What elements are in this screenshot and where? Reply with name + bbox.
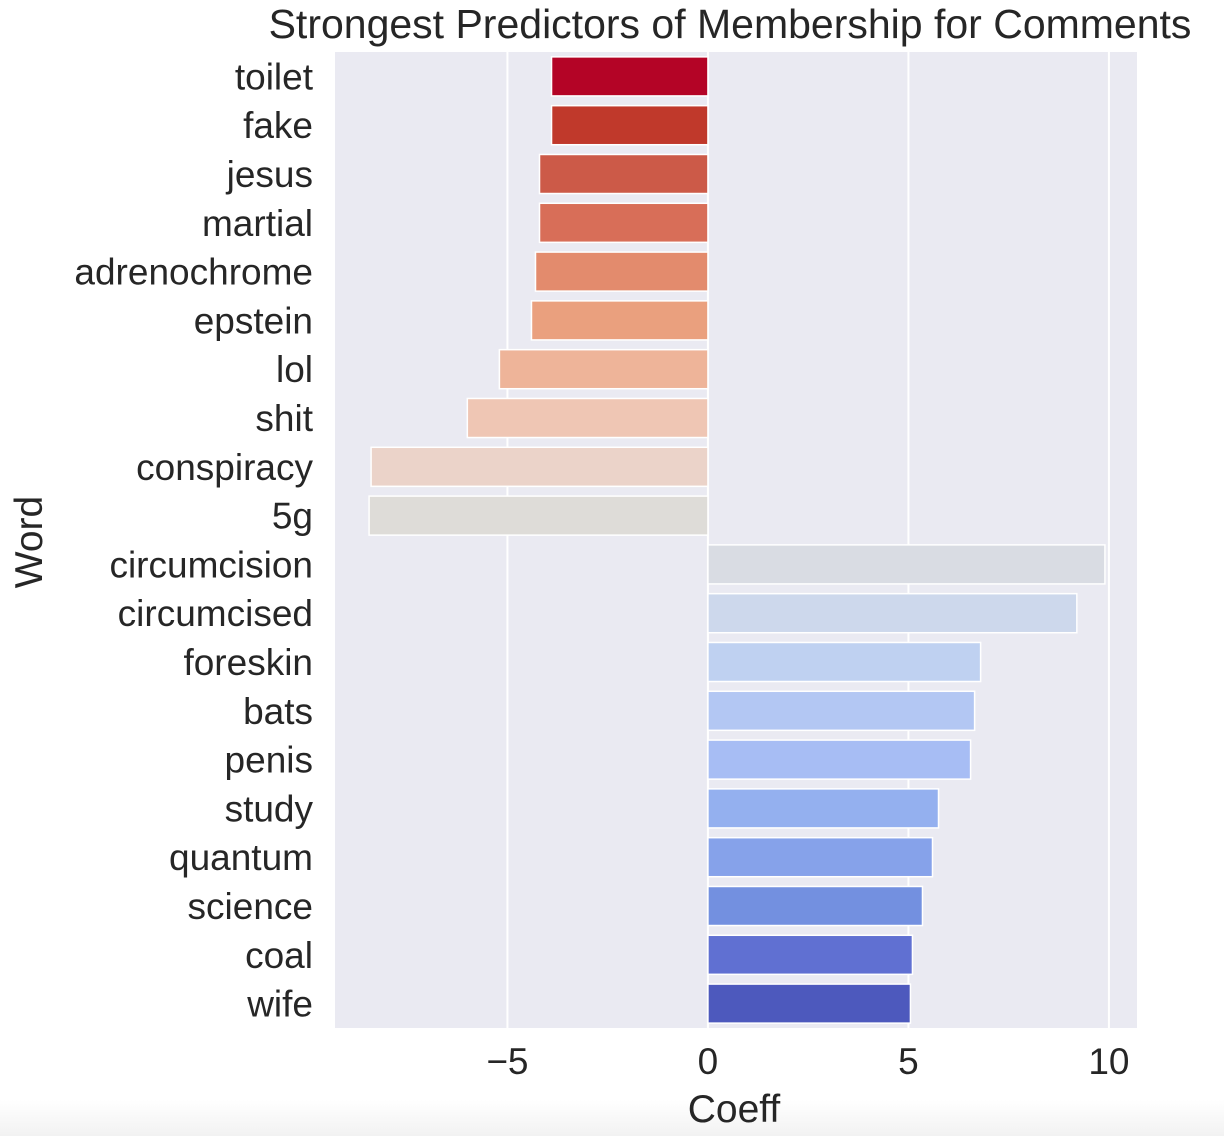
chart-title: Strongest Predictors of Membership for C… [269,1,1192,47]
y-tick-label: lol [276,349,313,390]
y-tick-label: epstein [194,300,313,341]
bar-shit [466,397,709,439]
bar-jesus [538,153,709,195]
y-tick-label: quantum [169,837,313,878]
y-tick-label: jesus [226,154,313,195]
bar-science [707,885,924,927]
y-tick-label: toilet [235,56,314,97]
bar-martial [538,202,709,244]
x-tick-labels: −5 0 5 10 [486,1041,1129,1082]
bar-penis [707,739,972,780]
bar-toilet [550,56,709,97]
bar-circumcision [707,544,1106,585]
x-axis-label: Coeff [688,1088,781,1131]
bar-epstein [530,300,709,341]
y-tick-label: penis [225,740,313,781]
y-tick-label: wife [246,984,313,1025]
x-tick-label: −5 [486,1041,528,1082]
bar-coal [707,934,914,976]
y-tick-label: science [188,886,313,927]
bar-bats [707,690,976,732]
y-tick-label: shit [255,398,313,439]
bar-study [707,788,940,829]
y-tick-label: study [225,788,314,829]
bar-lol [498,348,709,390]
y-tick-label: conspiracy [136,447,313,488]
bar-foreskin [707,641,982,683]
plot-area [335,52,1137,1028]
bar-wife [707,983,912,1024]
y-tick-label: foreskin [183,642,313,683]
bar-conspiracy [370,446,709,488]
bar-5g [368,495,709,536]
y-axis-label: Word [8,496,51,588]
bar-adrenochrome [534,251,709,292]
bar-quantum [707,836,934,878]
x-tick-label: 0 [698,1041,719,1082]
bars [368,56,1106,1024]
y-tick-label: bats [243,691,313,732]
x-tick-label: 10 [1088,1041,1129,1082]
y-tick-label: circumcision [109,544,313,585]
y-tick-label: fake [243,105,313,146]
y-tick-label: adrenochrome [74,252,313,293]
y-tick-labels: toilet fake jesus martial adrenochrome epstei… [74,56,313,1024]
page-bottom-fade [0,1100,1224,1136]
y-tick-label: 5g [272,496,313,537]
y-tick-label: coal [245,935,313,976]
x-tick-label: 5 [898,1041,919,1082]
y-tick-label: circumcised [118,593,313,634]
bar-fake [550,104,709,146]
y-tick-label: martial [202,203,313,244]
bar-circumcised [707,592,1078,634]
